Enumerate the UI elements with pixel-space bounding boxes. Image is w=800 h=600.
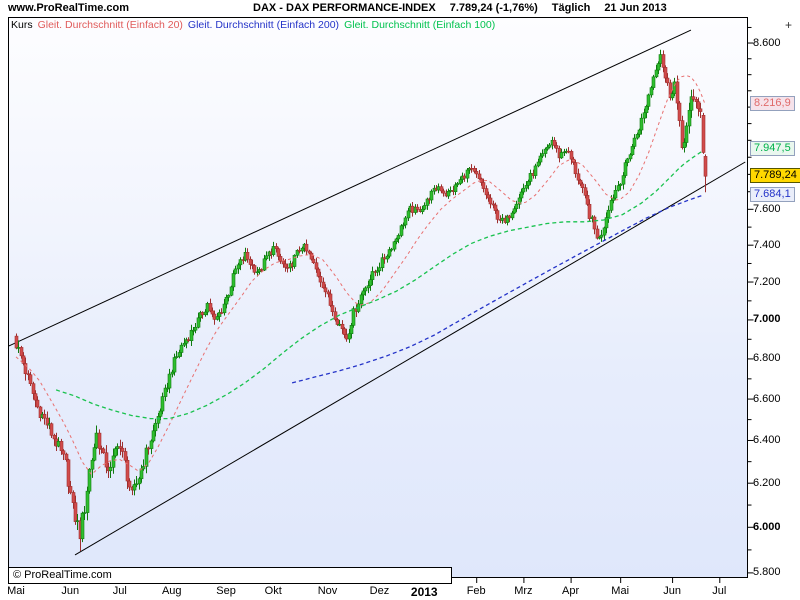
last-price-box: 7.789,24 (750, 168, 800, 184)
x-month-label-Sep: Sep (216, 585, 236, 597)
ma20-line (15, 74, 706, 476)
plot-border (8, 17, 748, 578)
brand-link[interactable]: www.ProRealTime.com (8, 2, 130, 14)
symbol-name: DAX - DAX PERFORMANCE-INDEX (253, 2, 436, 14)
ma200-value-box: 7.684,1 (750, 186, 795, 202)
x-month-label-Mai: Mai (7, 585, 25, 597)
ma200-line (291, 194, 704, 384)
y-tick-label-6800: 6.800 (753, 352, 781, 365)
x-month-label-Jul: Jul (712, 585, 727, 597)
y-tick-label-8600: 8.600 (753, 36, 781, 49)
x-month-label-Nov: Nov (317, 585, 338, 597)
upper-channel-line (9, 29, 692, 347)
x-month-label-Dez: Dez (369, 585, 390, 597)
x-month-label-Apr: Apr (562, 585, 580, 597)
ma100-line (55, 150, 704, 420)
x-month-label-Jun: Jun (663, 585, 681, 597)
chart-header: www.ProRealTime.com DAX - DAX PERFORMANC… (0, 0, 800, 17)
x-month-label-2013: 2013 (410, 585, 438, 599)
last-price: 7.789,24 (-1,76%) (449, 2, 538, 14)
chart-title: DAX - DAX PERFORMANCE-INDEX 7.789,24 (-1,… (253, 2, 681, 14)
chart-legend: Kurs Gleit. Durchschnitt (Einfach 20) Glei… (11, 19, 500, 31)
ma100-value-box: 7.947,5 (750, 141, 795, 157)
x-month-label-Okt: Okt (264, 585, 282, 597)
x-month-label-Jul: Jul (112, 585, 127, 597)
lower-channel-line (74, 161, 746, 556)
y-tick-label-7000: 7.000 (753, 313, 781, 326)
y-tick-label-5800: 5.800 (753, 566, 781, 579)
date-label: 21 Jun 2013 (604, 2, 667, 14)
y-tick-label-7600: 7.600 (753, 202, 781, 215)
axis-zoom-plus-icon[interactable]: + (785, 18, 793, 32)
copyright-label: © ProRealTime.com (8, 567, 452, 584)
legend-item-1[interactable]: Gleit. Durchschnitt (Einfach 20) (37, 19, 183, 31)
x-month-label-Aug: Aug (161, 585, 182, 597)
y-tick-label-7200: 7.200 (753, 275, 781, 288)
y-tick-label-6600: 6.600 (753, 392, 781, 405)
y-tick-label-6400: 6.400 (753, 433, 781, 446)
legend-item-2[interactable]: Gleit. Durchschnitt (Einfach 200) (187, 19, 340, 31)
x-month-label-Jun: Jun (61, 585, 80, 597)
ma20-value-box: 8.216,9 (750, 96, 795, 112)
x-month-label-Mrz: Mrz (514, 585, 533, 597)
candles-layer (14, 49, 708, 552)
legend-item-3[interactable]: Gleit. Durchschnitt (Einfach 100) (344, 19, 496, 31)
x-month-label-Mai: Mai (611, 585, 630, 597)
timeframe-label: Täglich (551, 2, 591, 14)
legend-item-0[interactable]: Kurs (11, 19, 33, 31)
y-tick-label-6200: 6.200 (753, 476, 781, 489)
plot-layers (9, 29, 746, 556)
x-month-label-Feb: Feb (466, 585, 486, 597)
y-tick-label-7400: 7.400 (753, 238, 781, 251)
price-chart-canvas[interactable] (8, 17, 748, 578)
y-tick-label-6000: 6.000 (753, 520, 781, 533)
